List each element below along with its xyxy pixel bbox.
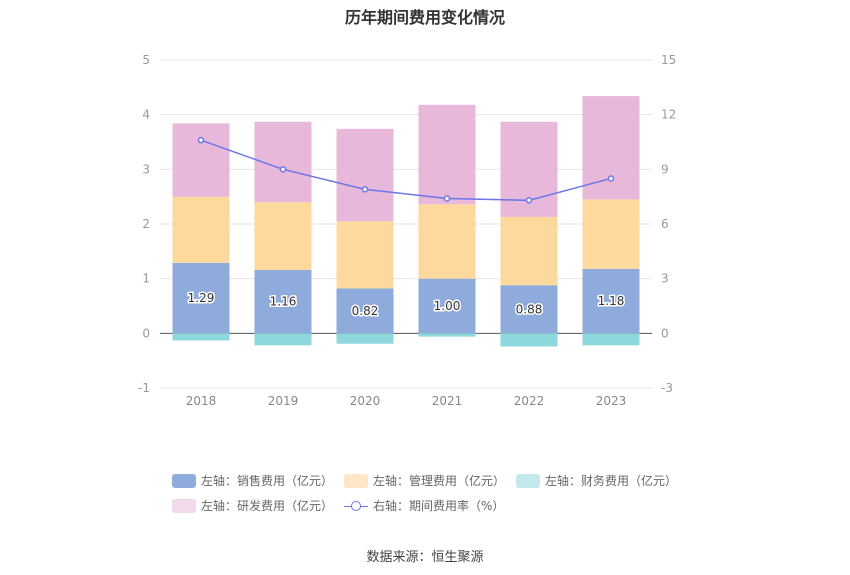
bar-segment-finance-2021 [418,333,476,337]
y-tick-left: 1 [142,272,150,286]
bar-segment-finance-2022 [500,333,558,347]
y-tick-left: 2 [142,217,150,231]
data-label: 1.16 [270,295,297,309]
legend-swatch-rnd [172,498,196,513]
legend-label-finance: 左轴：财务费用（亿元） [545,474,678,488]
bar-segment-finance-2018 [172,333,230,341]
bar-segment-sales-2022 [500,285,558,334]
y-tick-right: -3 [661,381,673,395]
legend-item-rnd[interactable]: 左轴：研发费用（亿元） [172,497,333,514]
y-tick-right: 0 [661,326,669,340]
bar-segment-admin-2021 [418,204,476,279]
bar-segment-admin-2018 [172,196,230,263]
bar-segment-sales-2019 [254,269,312,334]
legend-label-admin: 左轴：管理费用（亿元） [373,474,506,488]
bar-segment-finance-2023 [582,333,640,346]
y-tick-right: 12 [661,108,676,122]
y-tick-left: -1 [138,381,150,395]
bar-segment-admin-2020 [336,221,394,289]
bar-segment-rnd-2020 [336,128,394,222]
y-tick-left: 0 [142,326,150,340]
legend-line-expense-ratio-icon [344,499,368,513]
series-line-expense-ratio [200,139,612,202]
y-tick-right: 9 [661,162,669,176]
line-point-2023 [607,175,615,182]
y-tick-right: 6 [661,217,669,231]
y-tick-right: 15 [661,53,676,67]
bar-segment-finance-2020 [336,333,394,344]
legend-item-admin[interactable]: 左轴：管理费用（亿元） [344,472,505,489]
line-point-2019 [279,166,287,173]
data-label: 1.29 [188,291,215,305]
bar-segment-admin-2022 [500,216,558,286]
y-tick-left: 3 [142,162,150,176]
x-tick-label: 2022 [514,394,545,408]
bar-segment-sales-2023 [582,268,640,334]
bar-segment-admin-2019 [254,202,312,270]
data-label: 0.82 [352,304,379,318]
legend-item-finance[interactable]: 左轴：财务费用（亿元） [516,472,677,489]
line-point-2020 [361,186,369,193]
y-tick-left: 4 [142,108,150,122]
legend-label-expense-ratio: 右轴：期间费用率（%） [373,499,505,513]
data-label: 0.88 [516,302,543,316]
bar-segment-admin-2023 [582,199,640,269]
x-tick-label: 2021 [432,394,463,408]
bar-segment-rnd-2023 [582,96,640,200]
chart-canvas: 5 4 3 2 1 0 -1 15 12 9 6 3 0 -3 2018 2019 2020 2021 2022 20… [138,53,676,408]
bar-segment-rnd-2021 [418,104,476,205]
chart-title: 历年期间费用变化情况 [344,8,505,27]
x-tick-label: 2018 [186,394,217,408]
legend-item-expense-ratio[interactable]: 右轴：期间费用率（%） [344,497,504,514]
bar-segment-sales-2020 [336,288,394,334]
bar-segment-finance-2019 [254,333,312,346]
data-label: 1.00 [434,299,461,313]
bar-segment-rnd-2018 [172,123,230,197]
line-point-2022 [525,197,533,204]
bar-segment-sales-2021 [418,278,476,334]
legend-label-sales: 左轴：销售费用（亿元） [201,474,334,488]
x-tick-label: 2023 [596,394,627,408]
y-tick-left: 5 [142,53,150,67]
y-tick-right: 3 [661,272,669,286]
line-point-2018 [197,136,205,144]
legend-swatch-sales [172,473,196,488]
legend-swatch-finance [516,473,540,488]
line-point-2021 [443,195,451,202]
bar-segment-sales-2018 [172,262,230,334]
x-tick-label: 2019 [268,394,299,408]
x-tick-label: 2020 [350,394,381,408]
legend-item-sales[interactable]: 左轴：销售费用（亿元） [172,472,333,489]
data-label: 1.18 [598,294,625,308]
legend-swatch-admin [344,473,368,488]
data-source: 数据来源：恒生聚源 [366,550,484,565]
legend-label-rnd: 左轴：研发费用（亿元） [201,499,334,513]
